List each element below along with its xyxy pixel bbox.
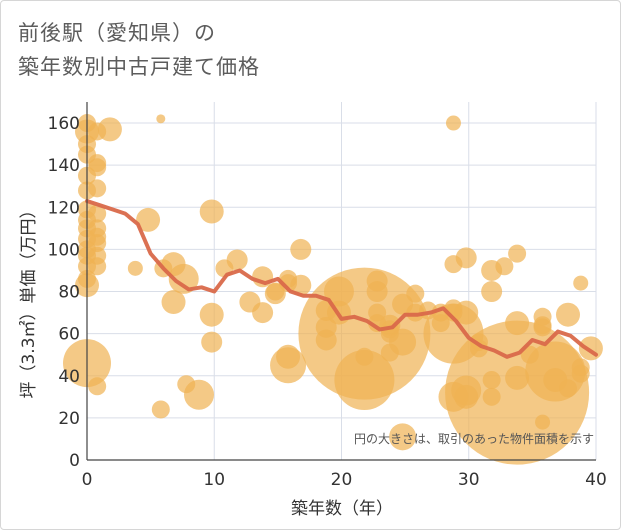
data-bubble xyxy=(201,331,223,353)
x-tick-label: 30 xyxy=(458,470,480,490)
axis-layer: 0 20 40 60 80 100 120 140 160 0 10 20 30 40 xyxy=(48,102,607,490)
y-tick-label: 120 xyxy=(48,198,80,218)
y-tick-label: 160 xyxy=(48,114,80,134)
y-tick-label: 40 xyxy=(58,367,80,387)
data-bubble xyxy=(578,336,603,361)
data-bubble xyxy=(168,263,199,294)
y-tick-label: 100 xyxy=(48,240,80,260)
x-tick-label: 0 xyxy=(82,470,93,490)
x-tick-label: 40 xyxy=(585,470,607,490)
data-bubble xyxy=(88,257,107,276)
data-bubble xyxy=(199,302,224,327)
data-bubble xyxy=(389,423,417,451)
x-tick-label: 20 xyxy=(331,470,353,490)
data-bubble xyxy=(573,275,589,291)
data-bubble xyxy=(571,364,590,383)
data-bubble xyxy=(136,207,161,232)
data-bubble xyxy=(334,349,395,410)
title-line-2: 築年数別中古戸建て価格 xyxy=(18,55,260,79)
trend-line-layer xyxy=(85,198,598,359)
data-bubble xyxy=(156,114,166,124)
y-tick-label: 80 xyxy=(58,283,80,303)
data-bubble xyxy=(290,238,312,260)
title-line-1: 前後駅（愛知県）の xyxy=(18,21,216,45)
data-bubble xyxy=(559,379,578,398)
data-bubble xyxy=(266,282,285,301)
data-bubble xyxy=(445,115,461,131)
bubble-layer xyxy=(63,114,603,465)
data-bubble xyxy=(88,204,107,223)
data-bubble xyxy=(481,281,503,303)
data-bubble xyxy=(151,400,170,419)
data-bubble xyxy=(226,249,248,271)
y-tick-label: 0 xyxy=(69,451,80,471)
data-bubble xyxy=(199,199,224,224)
x-axis-label: 築年数（年） xyxy=(291,499,393,519)
data-bubble xyxy=(88,179,107,198)
y-tick-label: 20 xyxy=(58,409,80,429)
trend-line xyxy=(85,198,598,359)
data-bubble xyxy=(97,117,122,142)
data-bubble xyxy=(88,377,107,396)
data-bubble xyxy=(535,414,551,430)
data-bubble xyxy=(454,300,479,325)
x-tick-label: 10 xyxy=(203,470,225,490)
data-bubble xyxy=(406,284,425,303)
data-bubble xyxy=(290,274,312,296)
data-bubble xyxy=(389,328,417,356)
data-bubble xyxy=(252,302,274,324)
data-bubble xyxy=(88,234,107,253)
bubble-size-note: 円の大きさは、取引のあった物件面積を示す xyxy=(354,431,594,446)
data-bubble xyxy=(183,379,214,410)
data-bubble xyxy=(270,347,307,384)
y-tick-label: 60 xyxy=(58,325,80,345)
data-bubble xyxy=(533,318,552,337)
y-axis-label: 坪（3.3㎡）単価（万円） xyxy=(19,201,39,398)
data-bubble xyxy=(508,244,527,263)
data-bubble xyxy=(161,290,186,315)
data-bubble xyxy=(556,302,581,327)
chart-title: 前後駅（愛知県）の 築年数別中古戸建て価格 xyxy=(18,16,260,84)
data-bubble xyxy=(455,247,477,269)
data-bubble xyxy=(88,158,107,177)
data-bubble xyxy=(495,257,514,276)
y-tick-label: 140 xyxy=(48,156,80,176)
data-bubble xyxy=(127,260,143,276)
data-bubble xyxy=(366,281,388,303)
